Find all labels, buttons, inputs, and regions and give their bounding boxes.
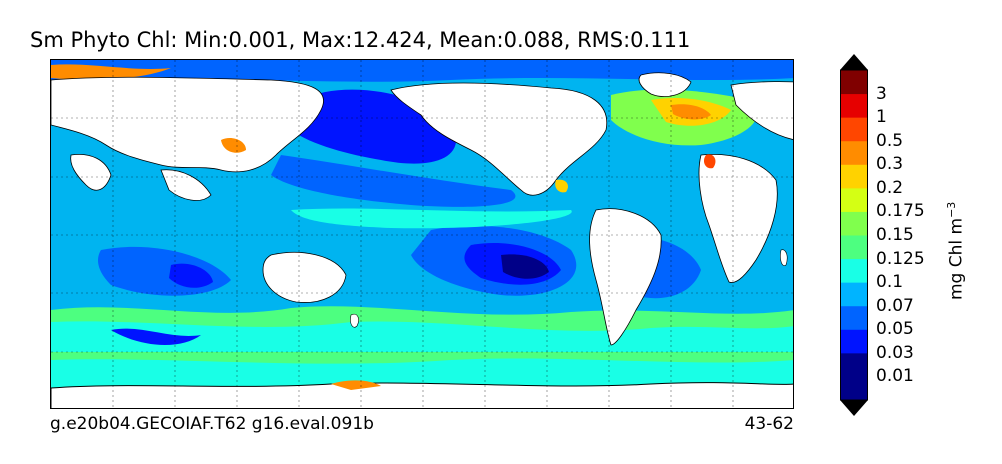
north-america xyxy=(390,82,608,196)
eurasia xyxy=(51,76,324,173)
antarctica xyxy=(51,382,793,408)
colorbar-segment xyxy=(840,140,868,165)
footer-run-id: g.e20b04.GECOIAF.T62 g16.eval.091b xyxy=(50,414,374,434)
colorbar-tick-label: 0.5 xyxy=(876,130,904,151)
colorbar-tick-label: 0.01 xyxy=(876,366,914,387)
colorbar-max-extend xyxy=(840,54,868,70)
colorbar-segment xyxy=(840,258,868,283)
colorbar-tick-label: 0.03 xyxy=(876,342,914,363)
colorbar-tick-label: 0.3 xyxy=(876,154,904,175)
footer-years: 43-62 xyxy=(744,414,794,434)
colorbar-tick-label: 0.175 xyxy=(876,201,925,222)
colorbar-segment xyxy=(840,211,868,236)
colorbar-tick-label: 0.1 xyxy=(876,272,904,293)
colorbar-tick-label: 0.2 xyxy=(876,177,904,198)
colorbar-tick-label: 3 xyxy=(876,83,887,104)
colorbar-tick-label: 0.15 xyxy=(876,225,914,245)
colorbar-tick-label: 0.05 xyxy=(876,319,914,340)
map-title: Sm Phyto Chl: Min:0.001, Max:12.424, Mea… xyxy=(30,28,691,52)
colorbar-segment xyxy=(840,329,868,354)
chlorophyll-map xyxy=(50,59,794,409)
colorbar-segment xyxy=(840,235,868,260)
colorbar-segment xyxy=(840,305,868,330)
colorbar-segment xyxy=(840,70,868,95)
colorbar-unit: mg Chl m−3 xyxy=(945,201,967,300)
colorbar-min-extend xyxy=(840,400,868,416)
australia xyxy=(262,252,347,303)
africa xyxy=(698,154,778,283)
colorbar-tick-label: 0.125 xyxy=(876,248,925,269)
colorbar xyxy=(840,54,868,416)
colorbar-tick-label: 1 xyxy=(876,107,887,128)
south-america xyxy=(589,208,662,346)
colorbar-segment xyxy=(840,187,868,212)
colorbar-segment xyxy=(840,282,868,307)
colorbar-segment xyxy=(840,352,868,377)
colorbar-segment xyxy=(840,376,868,401)
colorbar-segment xyxy=(840,164,868,189)
colorbar-segment xyxy=(840,117,868,142)
greenland xyxy=(638,72,692,97)
graticule xyxy=(51,60,793,408)
colorbar-segment xyxy=(840,93,868,118)
colorbar-tick-label: 0.07 xyxy=(876,295,914,316)
